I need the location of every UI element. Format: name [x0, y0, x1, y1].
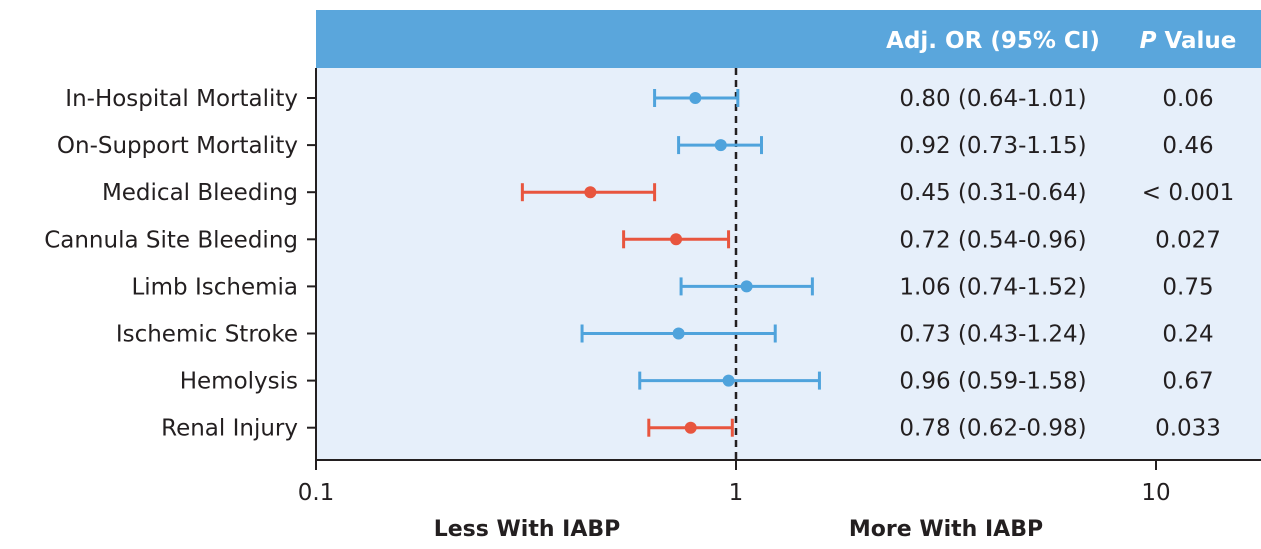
or-ci-value: 0.96 (0.59-1.58): [899, 369, 1086, 395]
x-tick-label: 10: [1141, 480, 1170, 506]
x-label-less: Less With IABP: [434, 517, 621, 542]
or-ci-value: 0.72 (0.54-0.96): [899, 227, 1086, 253]
plot-panel: [316, 68, 1261, 460]
point-estimate: [722, 374, 735, 387]
header-band: [316, 10, 1261, 68]
row-label: Renal Injury: [161, 416, 298, 442]
row-label: On-Support Mortality: [57, 133, 298, 159]
row-label: Cannula Site Bleeding: [44, 227, 298, 253]
header-p-rest: Value: [1156, 28, 1236, 54]
row-label: In-Hospital Mortality: [65, 86, 298, 112]
or-ci-value: 0.92 (0.73-1.15): [899, 133, 1086, 159]
p-value: 0.033: [1155, 416, 1221, 442]
x-tick-label: 1: [729, 480, 744, 506]
p-value: 0.06: [1162, 86, 1213, 112]
x-tick-label: 0.1: [298, 480, 335, 506]
or-ci-value: 0.45 (0.31-0.64): [899, 180, 1086, 206]
p-value: < 0.001: [1142, 180, 1234, 206]
point-estimate: [584, 186, 597, 199]
or-ci-value: 1.06 (0.74-1.52): [899, 274, 1086, 300]
p-value: 0.027: [1155, 227, 1221, 253]
point-estimate: [740, 280, 753, 293]
row-label: Ischemic Stroke: [116, 322, 298, 348]
header-p-value: P Value: [1140, 28, 1237, 54]
or-ci-value: 0.78 (0.62-0.98): [899, 416, 1086, 442]
row-label: Medical Bleeding: [102, 180, 298, 206]
or-ci-value: 0.80 (0.64-1.01): [899, 86, 1086, 112]
header-p-italic: P: [1140, 28, 1157, 54]
point-estimate: [672, 327, 685, 340]
point-estimate: [689, 92, 702, 104]
point-estimate: [670, 233, 683, 246]
header-or-ci: Adj. OR (95% CI): [886, 28, 1100, 54]
point-estimate: [714, 139, 727, 152]
p-value: 0.67: [1162, 369, 1213, 395]
row-label: Hemolysis: [180, 369, 298, 395]
p-value: 0.24: [1162, 322, 1213, 348]
x-label-more: More With IABP: [849, 517, 1043, 542]
p-value: 0.46: [1162, 133, 1213, 159]
row-label: Limb Ischemia: [131, 274, 298, 300]
p-value: 0.75: [1162, 274, 1213, 300]
point-estimate: [684, 421, 697, 434]
or-ci-value: 0.73 (0.43-1.24): [899, 322, 1086, 348]
